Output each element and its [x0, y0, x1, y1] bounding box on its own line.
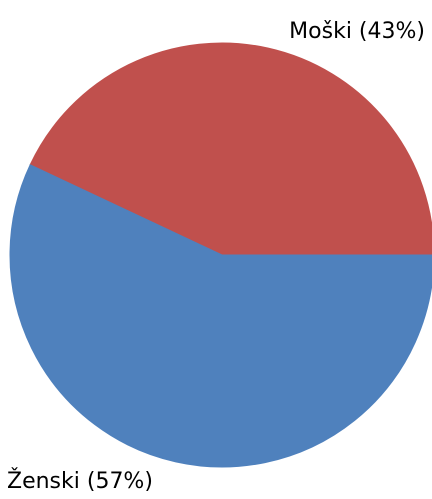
slices-layer: [9, 42, 432, 468]
slice-label-zenski: Ženski (57%): [7, 468, 153, 494]
pie-slice-moski: [29, 42, 432, 256]
slice-label-moski: Moški (43%): [289, 19, 425, 44]
pie-slice-zenski: [9, 164, 432, 468]
labels-layer: Moški (43%) Ženski (57%): [7, 19, 425, 494]
